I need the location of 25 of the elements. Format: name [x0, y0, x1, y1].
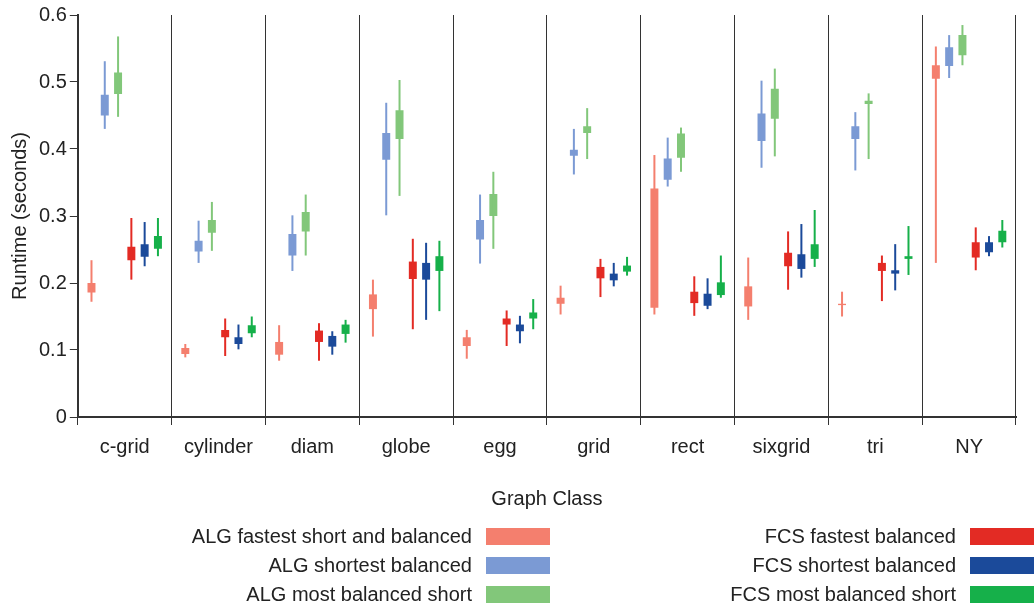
y-axis-title: Runtime (seconds): [7, 132, 30, 300]
x-axis-title: Graph Class: [491, 486, 603, 509]
y-tick-label: 0.6: [38, 2, 67, 25]
x-tick-label: tri: [866, 434, 884, 457]
x-tick-label: diam: [290, 434, 335, 457]
x-tick-label: c-grid: [99, 434, 150, 457]
x-tick-label: rect: [670, 434, 705, 457]
y-tick-label: 0.2: [38, 270, 67, 293]
x-tick-label: grid: [577, 434, 611, 457]
x-tick-label: sixgrid: [752, 434, 811, 457]
legend-label: ALG shortest balanced: [268, 554, 472, 577]
x-tick-label: NY: [955, 434, 983, 457]
x-tick-label: cylinder: [184, 434, 254, 457]
legend-label: ALG fastest short and balanced: [191, 525, 472, 548]
x-tick-label: globe: [381, 434, 431, 457]
x-tick-label: egg: [483, 434, 517, 457]
y-tick-label: 0.5: [38, 69, 67, 92]
y-tick-label: 0: [55, 404, 67, 427]
legend-label: FCS most balanced short: [730, 583, 956, 606]
legend-label: ALG most balanced short: [246, 583, 472, 606]
legend-label: FCS shortest balanced: [752, 554, 956, 577]
y-tick-label: 0.1: [38, 337, 67, 360]
y-tick-label: 0.3: [38, 203, 67, 226]
legend-label: FCS fastest balanced: [764, 525, 956, 548]
y-tick-label: 0.4: [38, 136, 67, 159]
